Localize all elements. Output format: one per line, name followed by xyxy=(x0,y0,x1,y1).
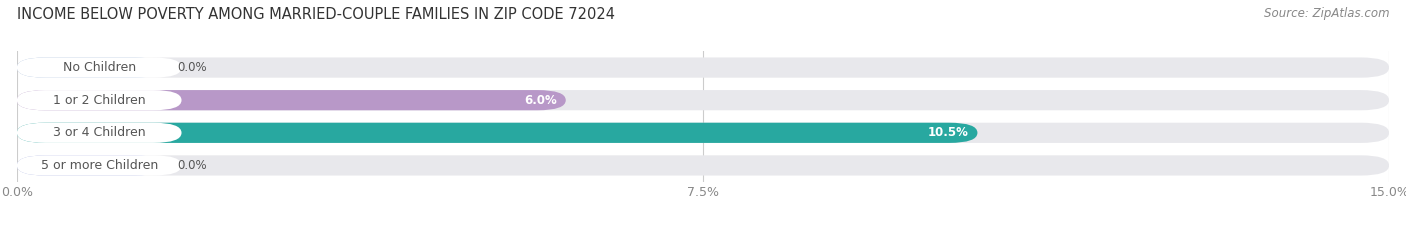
FancyBboxPatch shape xyxy=(17,58,163,78)
Text: 6.0%: 6.0% xyxy=(524,94,557,107)
FancyBboxPatch shape xyxy=(17,123,977,143)
Text: 0.0%: 0.0% xyxy=(177,61,207,74)
Text: 5 or more Children: 5 or more Children xyxy=(41,159,157,172)
FancyBboxPatch shape xyxy=(17,123,181,143)
Text: Source: ZipAtlas.com: Source: ZipAtlas.com xyxy=(1264,7,1389,20)
FancyBboxPatch shape xyxy=(17,90,565,110)
FancyBboxPatch shape xyxy=(17,58,181,78)
Text: INCOME BELOW POVERTY AMONG MARRIED-COUPLE FAMILIES IN ZIP CODE 72024: INCOME BELOW POVERTY AMONG MARRIED-COUPL… xyxy=(17,7,614,22)
FancyBboxPatch shape xyxy=(17,90,181,110)
Text: 10.5%: 10.5% xyxy=(928,126,969,139)
FancyBboxPatch shape xyxy=(17,90,1389,110)
Text: 1 or 2 Children: 1 or 2 Children xyxy=(53,94,145,107)
Text: 3 or 4 Children: 3 or 4 Children xyxy=(53,126,145,139)
Text: 0.0%: 0.0% xyxy=(177,159,207,172)
FancyBboxPatch shape xyxy=(17,123,1389,143)
FancyBboxPatch shape xyxy=(17,155,1389,175)
FancyBboxPatch shape xyxy=(17,155,181,175)
FancyBboxPatch shape xyxy=(17,155,163,175)
Text: No Children: No Children xyxy=(63,61,136,74)
FancyBboxPatch shape xyxy=(17,58,1389,78)
